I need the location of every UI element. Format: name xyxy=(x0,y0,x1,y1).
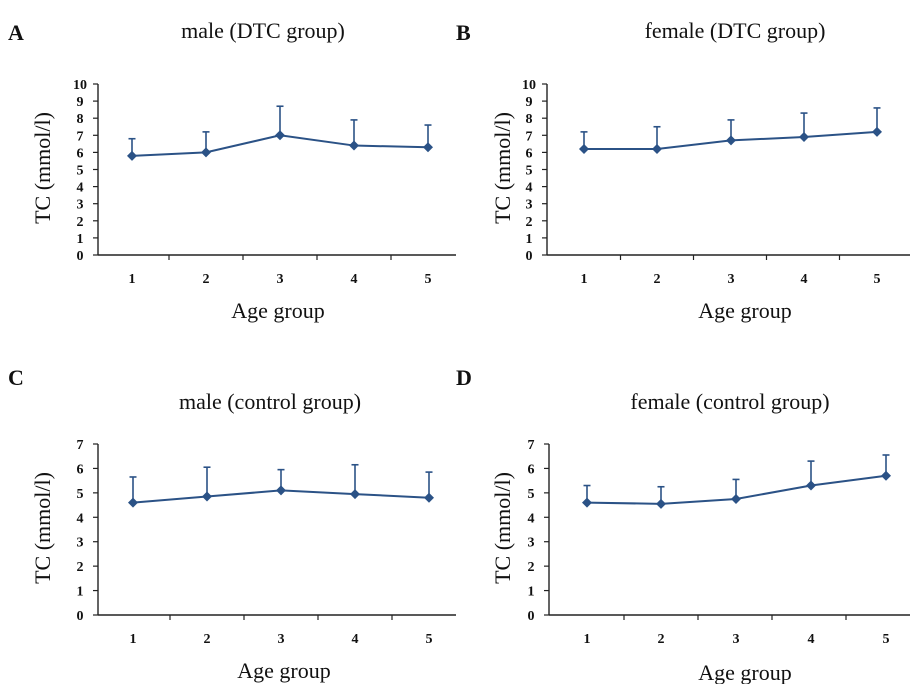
data-point xyxy=(582,497,592,508)
x-tick-label: 3 xyxy=(277,272,284,287)
y-tick-label: 10 xyxy=(522,78,536,93)
y-tick-label: 2 xyxy=(77,560,84,575)
x-tick-label: 3 xyxy=(728,272,735,287)
y-axis-label: TC (mmol/l) xyxy=(30,472,55,584)
data-point xyxy=(201,147,211,158)
data-point xyxy=(128,497,138,508)
y-tick-label: 6 xyxy=(77,146,84,161)
x-tick-label: 1 xyxy=(130,632,137,647)
y-tick-label: 0 xyxy=(526,249,533,264)
y-tick-label: 5 xyxy=(77,487,84,502)
y-tick-label: 0 xyxy=(77,249,84,264)
y-tick-label: 3 xyxy=(77,536,84,551)
x-tick-label: 3 xyxy=(733,632,740,647)
data-point xyxy=(423,142,433,153)
data-point xyxy=(726,135,736,146)
y-tick-label: 7 xyxy=(526,129,533,144)
data-point xyxy=(652,143,662,154)
data-point xyxy=(202,491,212,502)
y-tick-label: 1 xyxy=(526,232,533,247)
y-tick-label: 3 xyxy=(77,198,84,213)
y-tick-label: 8 xyxy=(77,112,84,127)
data-point xyxy=(275,130,285,141)
y-axis-label: TC (mmol/l) xyxy=(490,112,515,224)
y-tick-label: 0 xyxy=(528,609,535,624)
x-tick-label: 2 xyxy=(204,632,211,647)
y-tick-label: 5 xyxy=(528,487,535,502)
data-point xyxy=(806,480,816,491)
chart-title: female (DTC group) xyxy=(645,18,826,43)
x-tick-label: 4 xyxy=(351,272,358,287)
x-tick-label: 1 xyxy=(129,272,136,287)
chart-title: male (control group) xyxy=(179,389,361,414)
x-tick-label: 3 xyxy=(278,632,285,647)
y-tick-label: 2 xyxy=(526,215,533,230)
x-tick-label: 2 xyxy=(654,272,661,287)
y-tick-label: 6 xyxy=(77,462,84,477)
y-tick-label: 0 xyxy=(77,609,84,624)
y-tick-label: 10 xyxy=(73,78,87,93)
data-point xyxy=(424,492,434,503)
y-tick-label: 7 xyxy=(528,438,535,453)
chart-title: male (DTC group) xyxy=(181,18,345,43)
x-axis-label: Age group xyxy=(698,298,791,323)
x-tick-label: 5 xyxy=(874,272,881,287)
y-tick-label: 5 xyxy=(77,164,84,179)
chart-title: female (control group) xyxy=(630,389,829,414)
y-tick-label: 9 xyxy=(526,95,533,110)
x-tick-label: 5 xyxy=(883,632,890,647)
x-axis-label: Age group xyxy=(237,658,330,683)
panel-letter: C xyxy=(8,365,24,390)
data-point xyxy=(350,489,360,500)
panel-letter: B xyxy=(456,20,471,45)
y-tick-label: 1 xyxy=(77,585,84,600)
data-point xyxy=(799,132,809,143)
panel-letter: D xyxy=(456,365,472,390)
data-point xyxy=(127,150,137,161)
y-tick-label: 4 xyxy=(77,511,84,526)
data-point xyxy=(881,470,891,481)
x-tick-label: 4 xyxy=(801,272,808,287)
y-tick-label: 9 xyxy=(77,95,84,110)
data-point xyxy=(872,126,882,137)
y-tick-label: 3 xyxy=(528,536,535,551)
y-tick-label: 5 xyxy=(526,164,533,179)
x-tick-label: 5 xyxy=(425,272,432,287)
data-point xyxy=(349,140,359,151)
data-point xyxy=(731,493,741,504)
y-tick-label: 8 xyxy=(526,112,533,127)
y-tick-label: 3 xyxy=(526,198,533,213)
y-tick-label: 7 xyxy=(77,129,84,144)
x-tick-label: 5 xyxy=(426,632,433,647)
y-tick-label: 4 xyxy=(528,511,535,526)
panel-letter: A xyxy=(8,20,24,45)
y-axis-label: TC (mmol/l) xyxy=(30,112,55,224)
x-tick-label: 1 xyxy=(581,272,588,287)
x-tick-label: 4 xyxy=(352,632,359,647)
y-axis-label: TC (mmol/l) xyxy=(490,472,515,584)
y-tick-label: 6 xyxy=(528,462,535,477)
x-axis-label: Age group xyxy=(231,298,324,323)
y-tick-label: 2 xyxy=(528,560,535,575)
data-point xyxy=(276,485,286,496)
x-tick-label: 4 xyxy=(808,632,815,647)
y-tick-label: 4 xyxy=(77,181,84,196)
y-tick-label: 4 xyxy=(526,181,533,196)
x-tick-label: 1 xyxy=(584,632,591,647)
x-tick-label: 2 xyxy=(658,632,665,647)
x-tick-label: 2 xyxy=(203,272,210,287)
y-tick-label: 7 xyxy=(77,438,84,453)
y-tick-label: 1 xyxy=(528,585,535,600)
y-tick-label: 1 xyxy=(77,232,84,247)
y-tick-label: 6 xyxy=(526,146,533,161)
data-point xyxy=(579,143,589,154)
x-axis-label: Age group xyxy=(698,660,791,684)
y-tick-label: 2 xyxy=(77,215,84,230)
data-point xyxy=(656,498,666,509)
